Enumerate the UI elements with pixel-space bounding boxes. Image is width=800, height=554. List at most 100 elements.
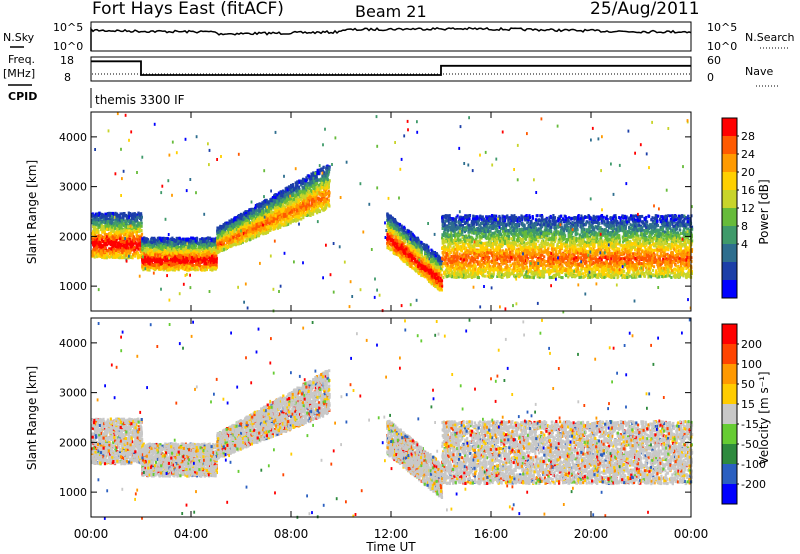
scatter-cell xyxy=(95,239,98,243)
scatter-cell xyxy=(193,249,196,253)
scatter-cell xyxy=(110,228,113,232)
scatter-cell xyxy=(207,250,210,254)
scatter-cell xyxy=(168,253,171,257)
scatter-cell xyxy=(164,258,167,262)
scatter-cell xyxy=(187,264,190,268)
scatter-cell xyxy=(184,267,187,271)
scatter-cell xyxy=(193,252,196,256)
scatter-cell xyxy=(121,214,124,218)
scatter-cell xyxy=(158,259,161,263)
scatter-cell xyxy=(204,268,207,272)
scatter-cell xyxy=(110,219,113,223)
scatter-cell xyxy=(159,239,163,242)
scatter-cell xyxy=(140,224,143,228)
scatter-cell xyxy=(93,245,96,249)
scatter-cell xyxy=(105,256,108,260)
scatter-cell xyxy=(117,221,120,225)
scatter-cell xyxy=(104,224,107,227)
scatter-cell xyxy=(305,207,308,211)
scatter-cell xyxy=(202,246,206,250)
scatter-cell xyxy=(272,227,275,231)
scatter-cell xyxy=(159,244,162,248)
scatter-cell xyxy=(115,231,118,235)
scatter-cell xyxy=(162,253,165,257)
scatter-cell xyxy=(212,262,215,266)
scatter-cell xyxy=(99,219,102,223)
scatter-cell xyxy=(95,246,98,250)
scatter-cell xyxy=(215,261,218,265)
nsky-tick-top: 10^5 xyxy=(53,21,83,34)
scatter-cell xyxy=(211,268,214,272)
scatter-cell xyxy=(179,265,182,269)
scatter-cell xyxy=(123,240,126,244)
scatter-cell xyxy=(237,230,240,234)
scatter-cell xyxy=(124,233,127,236)
scatter-cell xyxy=(132,237,135,241)
scatter-cell xyxy=(136,254,139,258)
scatter-cell xyxy=(320,193,323,197)
scatter-cell xyxy=(99,252,102,256)
scatter-cell xyxy=(156,253,160,257)
scatter-cell xyxy=(104,254,108,258)
scatter-cell xyxy=(113,212,117,216)
scatter-cell xyxy=(148,249,152,253)
scatter-cell xyxy=(205,268,208,272)
scatter-cell xyxy=(99,234,102,238)
scatter-cell xyxy=(191,260,194,264)
scatter-cell xyxy=(188,263,191,267)
scatter-cell xyxy=(96,212,99,216)
scatter-cell xyxy=(168,243,171,247)
scatter-cell xyxy=(189,249,192,252)
scatter-cell xyxy=(195,236,198,240)
scatter-cell xyxy=(151,241,154,245)
scatter-cell xyxy=(140,221,143,225)
scatter-cell xyxy=(164,255,167,259)
scatter-cell xyxy=(149,240,152,244)
scatter-cell xyxy=(169,238,172,242)
scatter-cell xyxy=(93,238,96,242)
scatter-cell xyxy=(117,254,120,257)
scatter-cell xyxy=(99,245,102,249)
scatter-cell xyxy=(107,237,110,241)
scatter-cell xyxy=(97,243,100,247)
scatter-cell xyxy=(157,243,160,247)
scatter-cell xyxy=(117,245,120,249)
scatter-cell xyxy=(147,239,150,243)
scatter-cell xyxy=(147,256,150,260)
scatter-cell xyxy=(126,219,129,222)
scatter-cell xyxy=(325,203,328,207)
scatter-cell xyxy=(119,212,123,216)
scatter-cell xyxy=(101,220,104,224)
scatter-cell xyxy=(166,239,169,243)
scatter-cell xyxy=(101,230,104,234)
scatter-cell xyxy=(169,261,172,265)
scatter-cell xyxy=(93,226,96,230)
scatter-cell xyxy=(103,232,106,236)
scatter-cell xyxy=(91,250,94,254)
scatter-cell xyxy=(156,260,159,264)
scatter-cell xyxy=(262,205,265,209)
scatter-cell xyxy=(302,216,305,220)
scatter-cell xyxy=(281,196,284,200)
scatter-cell xyxy=(181,265,184,269)
scatter-cell xyxy=(158,240,161,244)
scatter-cell xyxy=(126,246,129,250)
scatter-cell xyxy=(117,217,120,221)
scatter-cell xyxy=(192,257,195,261)
scatter-cell xyxy=(228,232,231,236)
scatter-cell xyxy=(146,264,149,268)
scatter-cell xyxy=(249,233,252,237)
scatter-cell xyxy=(207,247,210,251)
scatter-cell xyxy=(162,263,165,267)
scatter-cell xyxy=(163,262,166,266)
scatter-cell xyxy=(181,237,184,241)
scatter-cell xyxy=(95,230,98,234)
scatter-cell xyxy=(203,264,206,268)
scatter-cell xyxy=(191,256,194,260)
scatter-cell xyxy=(151,243,154,246)
scatter-cell xyxy=(267,209,270,213)
scatter-cell xyxy=(120,248,123,252)
scatter-cell xyxy=(126,243,129,247)
scatter-cell xyxy=(296,209,299,212)
scatter-cell xyxy=(119,244,122,248)
